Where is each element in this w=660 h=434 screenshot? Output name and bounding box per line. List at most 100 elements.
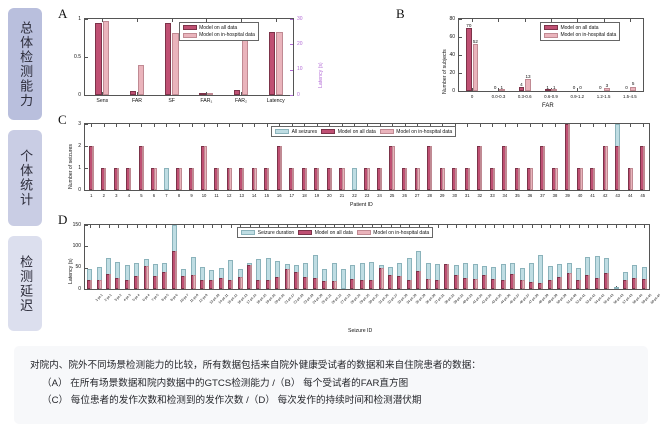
bar-value-label: 13 [525, 73, 531, 79]
figure-container: A 0 0.5 1 0 10 20 30 Sens FAR SF FAR₁ FAR₂ Latency Mo… [52, 4, 660, 339]
x-tick-top [503, 225, 505, 228]
x-tick-label: 0 [470, 94, 474, 99]
bar-model-in-hospital-data [492, 168, 495, 190]
panel-c-y-axis-title: Number of seizures [68, 144, 74, 189]
y-tick-label: 60 [449, 33, 455, 40]
legend-swatch [543, 25, 558, 30]
bar-model-in-hospital-data [505, 146, 508, 190]
bar-model-in-hospital-data [325, 281, 328, 289]
x-tick-label: 37 [540, 193, 545, 198]
bar-value-label: 0 [493, 85, 497, 90]
panel-d-letter: D [58, 212, 68, 227]
y-tick-label: 80 [449, 15, 455, 22]
x-tick-label: 40 [577, 193, 583, 198]
bar-model-in-hospital-data [400, 276, 403, 289]
x-tick-top [522, 225, 524, 228]
x-tick-label: 45 [640, 193, 646, 198]
x-tick-top [429, 124, 431, 127]
bar-model-in-hospital-data [484, 274, 487, 289]
x-tick-top [404, 124, 406, 127]
x-tick-top [417, 124, 419, 127]
x-tick-label: 0.3-0.6 [517, 94, 532, 99]
y-tick [290, 95, 293, 96]
bar-model-in-hospital-data [296, 271, 299, 289]
bar-model-in-hospital-data [304, 168, 307, 190]
x-tick-label: 30 [452, 193, 458, 198]
x-tick-label: 0.0-0.3 [491, 94, 506, 99]
x-tick-top [409, 225, 411, 228]
bar-value-label: 70 [466, 22, 472, 28]
x-tick-top [616, 225, 618, 228]
x-tick-top [164, 225, 166, 228]
bar-model-in-hospital-data [191, 168, 195, 190]
x-tick-top [191, 124, 193, 127]
bar-model-in-hospital-data [104, 168, 107, 190]
panel-c-letter: C [58, 112, 67, 127]
bar-value-label: 5 [631, 81, 635, 86]
x-tick-top [193, 225, 195, 228]
x-tick-label: 16 [276, 193, 282, 198]
x-tick-top [442, 124, 444, 127]
x-tick-top [221, 225, 223, 228]
x-tick-top [171, 19, 173, 22]
x-tick-label: 3 [115, 193, 118, 198]
bar-model-in-hospital-data [193, 274, 196, 289]
bar-model-in-hospital-data [315, 277, 318, 289]
x-tick-label: 1.5-4.5 [623, 94, 637, 99]
x-tick-top [603, 19, 605, 22]
x-tick-label: 3-pt-2 [113, 293, 123, 303]
bar-model-in-hospital-data [268, 280, 271, 289]
bar-model-in-hospital-data [216, 168, 220, 190]
x-tick-top [472, 19, 474, 22]
bar-model-in-hospital-data [404, 168, 408, 190]
bar-model-in-hospital-data [607, 273, 610, 289]
panel-d-axes: 0 50 100 150 1-pt-1 2-pt-1 3-pt-2 4-pt-3 5-pt-4 6… [73, 222, 660, 305]
y-tick [85, 246, 88, 248]
legend-swatch [182, 32, 197, 38]
legend-swatch [356, 230, 371, 235]
bar-model-in-hospital-data [541, 283, 544, 289]
bar-model-in-hospital-data [127, 279, 130, 289]
legend-label: Model on in-hospital data [373, 229, 430, 236]
x-tick-top [467, 124, 469, 127]
section-tab-rail: 总体检测能力 个体统计 检测延迟 [8, 8, 48, 333]
x-tick-top [241, 124, 243, 127]
y-tick-label: 150 [72, 221, 81, 228]
legend-label: Model on all data [560, 24, 599, 31]
y-tick [85, 124, 88, 125]
x-tick-label: 4 [127, 193, 131, 198]
bar-Model-on-in-hospital-data [206, 93, 214, 95]
figure-caption: 对院内、院外不同场景检测能力的比较，所有数据包括来自院外健康受试者的数据和来自住… [14, 346, 648, 424]
sidebar-item-label: 检测延迟 [18, 254, 34, 313]
x-tick-label: 1.2-1.5 [596, 94, 611, 99]
legend-item: Seizure duration [241, 230, 294, 236]
x-tick-label: 10 [201, 193, 207, 198]
x-tick-label: 17 [289, 193, 295, 198]
bar-value-label: 1 [500, 84, 503, 90]
x-tick-top [629, 19, 631, 22]
legend-label: Model on all data [337, 128, 376, 135]
sidebar-item-individual-stats[interactable]: 个体统计 [8, 130, 42, 226]
y-tick-label: 20 [297, 41, 303, 48]
x-tick-top [240, 225, 242, 228]
legend-swatch [543, 32, 558, 38]
bar-model-in-hospital-data [266, 168, 270, 190]
x-tick-top [343, 225, 345, 228]
sidebar-item-detection-latency[interactable]: 检测延迟 [8, 236, 42, 331]
x-tick-label: 25 [389, 193, 395, 198]
caption-line-2: （A） 在所有场景数据和院内数据中的GTCS检测能力 /（B） 每个受试者的FA… [42, 377, 409, 389]
x-tick-top [153, 124, 155, 127]
y-tick [459, 19, 462, 20]
x-tick-top [390, 225, 392, 228]
bar-model-in-hospital-data [447, 264, 450, 289]
x-tick-top [249, 225, 251, 228]
x-tick-top [428, 225, 430, 228]
sidebar-item-overall-detection[interactable]: 总体检测能力 [8, 8, 42, 120]
bar-model-in-hospital-data [454, 168, 458, 190]
bar-model-in-hospital-data [466, 277, 469, 289]
sidebar-item-label: 总体检测能力 [18, 20, 34, 108]
y-tick [459, 73, 462, 74]
x-tick [577, 88, 579, 91]
x-tick-label: 19 [314, 193, 320, 198]
bar-seizure-duration [613, 287, 619, 289]
